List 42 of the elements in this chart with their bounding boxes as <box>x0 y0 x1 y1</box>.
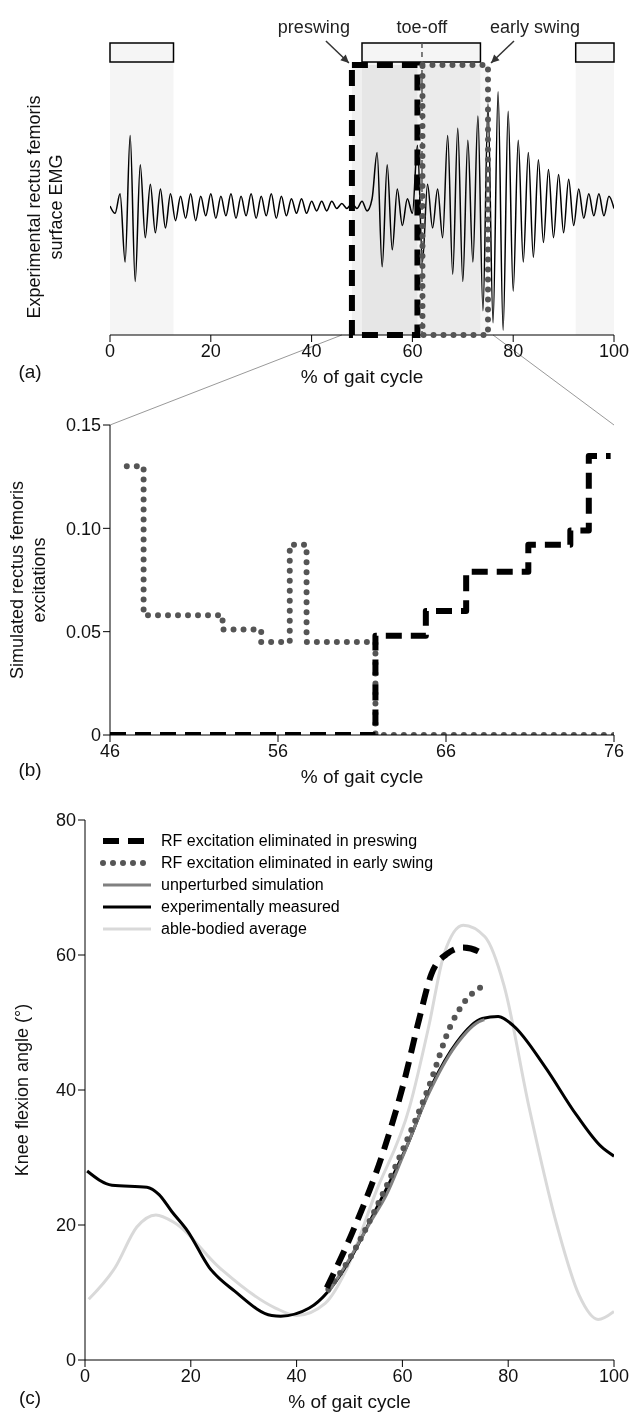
y-tick-label: 0 <box>90 725 101 746</box>
line-series <box>87 923 614 1321</box>
ref-line-label: toe-off <box>396 17 449 37</box>
x-tick-label: 20 <box>200 340 221 361</box>
legend-label: able-bodied average <box>161 920 307 938</box>
x-tick-label: 100 <box>598 340 630 361</box>
text: (c) <box>18 1387 42 1409</box>
y-axis-title: Simulated rectus femoris excitations <box>6 479 50 682</box>
y-tick-label: 80 <box>55 810 76 831</box>
x-tick-label: 40 <box>286 1365 307 1386</box>
legend-label: experimentally measured <box>161 898 340 916</box>
x-tick-label: 100 <box>598 1365 630 1386</box>
x-tick-label: 80 <box>498 1365 519 1386</box>
text: (b) <box>18 759 42 781</box>
x-axis-title: % of gait cycle <box>288 1391 411 1413</box>
y-axis-title: Knee flexion angle (°) <box>11 1002 33 1179</box>
x-axis-title: % of gait cycle <box>300 366 424 388</box>
x-tick-label: 46 <box>99 740 121 761</box>
x-tick-label: 40 <box>301 340 322 361</box>
y-tick-label: 0 <box>65 1350 76 1371</box>
y-tick-label: 40 <box>55 1080 76 1101</box>
y-axis-title: Experimental rectus femoris surface EMG <box>23 94 67 321</box>
y-tick-label: 20 <box>55 1215 76 1236</box>
band-label: early swing <box>490 17 581 37</box>
legend-label: unperturbed simulation <box>161 876 324 894</box>
x-tick-label: 20 <box>180 1365 201 1386</box>
y-tick-label: 60 <box>55 945 76 966</box>
x-tick-label: 60 <box>402 340 423 361</box>
legend-label: RF excitation eliminated in early swing <box>161 854 434 872</box>
x-tick-label: 60 <box>392 1365 413 1386</box>
band-label: preswing <box>277 17 350 37</box>
x-tick-label: 56 <box>267 740 289 761</box>
x-axis-title: % of gait cycle <box>300 766 424 788</box>
x-tick-label: 80 <box>503 340 524 361</box>
x-tick-label: 76 <box>603 740 625 761</box>
text: (a) <box>18 361 42 383</box>
y-tick-label: 0.05 <box>65 622 101 643</box>
y-tick-label: 0.10 <box>65 518 101 539</box>
legend-label: RF excitation eliminated in preswing <box>161 832 418 850</box>
y-tick-label: 0.15 <box>65 415 101 436</box>
x-tick-label: 0 <box>104 340 116 361</box>
x-tick-label: 66 <box>435 740 457 761</box>
